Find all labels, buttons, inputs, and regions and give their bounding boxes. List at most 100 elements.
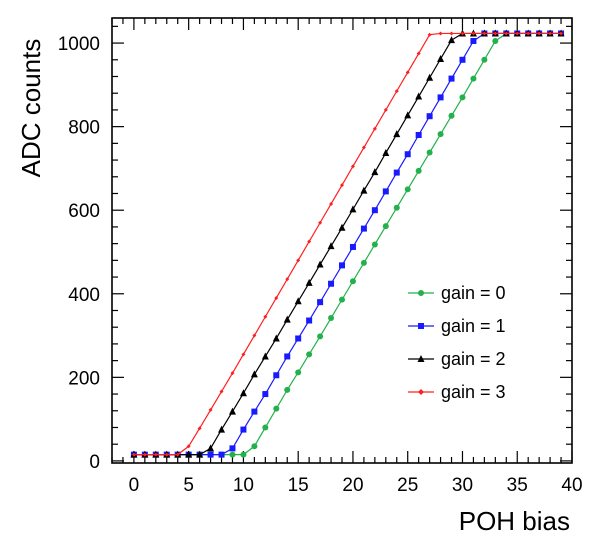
data-point bbox=[382, 148, 390, 156]
data-point bbox=[218, 451, 225, 458]
data-point bbox=[470, 37, 477, 44]
data-point bbox=[481, 56, 488, 63]
data-point bbox=[262, 424, 269, 431]
data-point bbox=[230, 371, 235, 376]
data-point bbox=[448, 112, 455, 119]
data-point bbox=[426, 113, 433, 120]
data-point bbox=[382, 223, 389, 230]
data-point bbox=[382, 188, 389, 195]
data-point bbox=[404, 186, 411, 193]
data-point bbox=[437, 94, 444, 101]
series-line bbox=[133, 32, 562, 456]
y-tick-label: 400 bbox=[68, 285, 100, 306]
data-point bbox=[295, 369, 302, 376]
data-point bbox=[272, 334, 280, 342]
data-point bbox=[449, 31, 454, 36]
data-point bbox=[219, 389, 224, 394]
data-point bbox=[459, 94, 466, 101]
data-point bbox=[548, 31, 553, 36]
x-tick-label: 40 bbox=[561, 475, 582, 496]
legend-entry: gain = 1 bbox=[408, 316, 506, 336]
axis-ticks bbox=[111, 18, 573, 463]
x-axis-title: POH bias bbox=[459, 506, 570, 536]
data-point bbox=[274, 295, 279, 300]
data-point bbox=[438, 31, 443, 36]
data-point bbox=[417, 355, 425, 362]
data-point bbox=[415, 92, 423, 100]
x-tick-label: 30 bbox=[452, 475, 473, 496]
data-point bbox=[142, 452, 147, 457]
data-point bbox=[371, 168, 379, 176]
data-point bbox=[327, 242, 335, 250]
data-point bbox=[273, 405, 280, 412]
data-point bbox=[228, 407, 236, 415]
legend-entry: gain = 3 bbox=[408, 382, 506, 402]
data-point bbox=[328, 280, 335, 287]
y-tick-label: 0 bbox=[89, 452, 100, 473]
data-point bbox=[418, 290, 424, 296]
data-point bbox=[394, 89, 399, 94]
x-tick-label: 15 bbox=[288, 475, 309, 496]
data-point bbox=[283, 315, 291, 323]
data-point bbox=[415, 167, 422, 174]
data-point bbox=[492, 37, 499, 44]
data-point bbox=[284, 386, 291, 393]
data-point bbox=[393, 169, 400, 176]
data-point bbox=[526, 31, 531, 36]
data-point bbox=[405, 70, 410, 75]
data-point bbox=[361, 145, 366, 150]
data-point bbox=[339, 296, 345, 303]
data-point bbox=[240, 426, 247, 433]
data-point bbox=[393, 130, 401, 138]
data-point bbox=[306, 351, 313, 358]
x-tick-label: 35 bbox=[507, 475, 528, 496]
data-point bbox=[448, 75, 455, 82]
data-point bbox=[349, 205, 357, 213]
legend: gain = 0 gain = 1 gain = 2 gain = 3 bbox=[408, 283, 506, 402]
data-point bbox=[427, 32, 432, 37]
data-point bbox=[418, 323, 424, 329]
data-point bbox=[329, 201, 334, 206]
data-point bbox=[207, 444, 215, 452]
data-point bbox=[482, 31, 487, 36]
data-point bbox=[328, 315, 335, 322]
data-point bbox=[197, 426, 202, 431]
data-point bbox=[316, 260, 324, 268]
data-point bbox=[251, 408, 258, 415]
series-3 bbox=[131, 31, 564, 457]
data-point bbox=[295, 335, 302, 342]
data-point bbox=[186, 444, 191, 449]
data-point bbox=[504, 31, 509, 36]
data-point bbox=[262, 391, 269, 398]
x-tick-label: 25 bbox=[397, 475, 418, 496]
data-point bbox=[493, 31, 498, 36]
data-point bbox=[470, 75, 477, 82]
data-point bbox=[349, 278, 356, 285]
data-point bbox=[537, 31, 542, 36]
data-point bbox=[207, 451, 214, 458]
data-point bbox=[515, 31, 520, 36]
data-point bbox=[460, 31, 465, 36]
data-point bbox=[131, 452, 136, 457]
data-point bbox=[418, 389, 424, 395]
data-point bbox=[175, 452, 180, 457]
data-point bbox=[349, 243, 356, 250]
data-point bbox=[285, 277, 290, 282]
data-point bbox=[306, 317, 313, 324]
data-point bbox=[360, 259, 367, 266]
legend-label: gain = 3 bbox=[441, 382, 506, 402]
data-point bbox=[371, 207, 378, 214]
data-point bbox=[339, 262, 345, 269]
data-point bbox=[241, 352, 246, 357]
data-point bbox=[196, 450, 204, 458]
y-tick-label: 800 bbox=[68, 118, 100, 139]
data-point bbox=[296, 258, 301, 263]
x-tick-label: 5 bbox=[183, 475, 194, 496]
data-point bbox=[251, 443, 258, 450]
y-axis-title: ADC counts bbox=[16, 39, 46, 178]
data-point bbox=[371, 241, 378, 248]
data-point bbox=[448, 36, 456, 44]
data-point bbox=[459, 56, 466, 63]
